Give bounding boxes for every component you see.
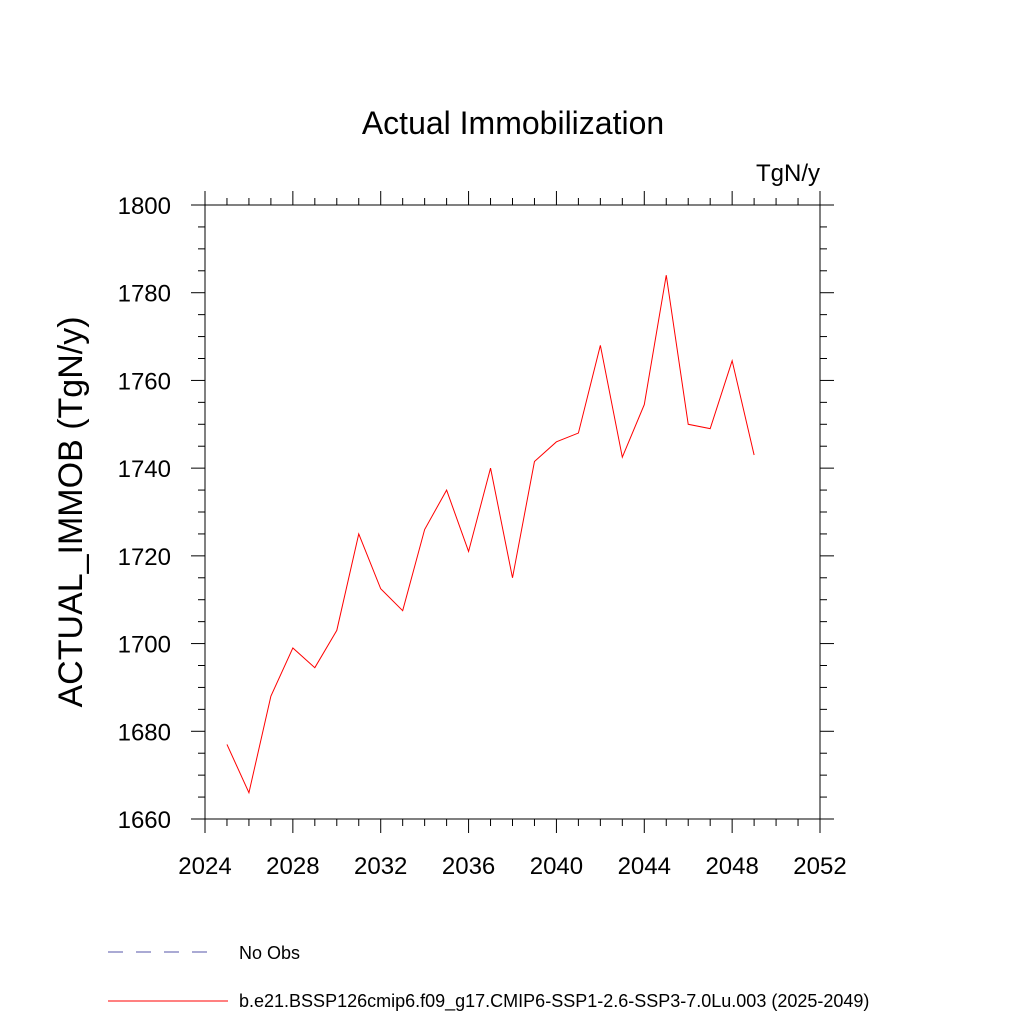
x-tick-label: 2040 — [530, 853, 583, 880]
y-tick-label: 1720 — [118, 544, 171, 571]
x-tick-label: 2024 — [178, 853, 231, 880]
legend: No Obs b.e21.BSSP126cmip6.f09_g17.CMIP6-… — [108, 943, 869, 1012]
series-layer — [226, 275, 755, 795]
x-tick-label: 2032 — [354, 853, 407, 880]
chart-title: Actual Immobilization — [362, 105, 664, 141]
legend-label-series: b.e21.BSSP126cmip6.f09_g17.CMIP6-SSP1-2.… — [239, 991, 869, 1012]
legend-label-no-obs: No Obs — [239, 943, 300, 963]
x-tick-label: 2044 — [618, 853, 671, 880]
x-tick-label: 2048 — [705, 853, 758, 880]
y-tick-label: 1780 — [118, 281, 171, 308]
y-tick-label: 1800 — [118, 193, 171, 220]
axis-ticks — [191, 191, 834, 833]
x-tick-label: 2052 — [793, 853, 846, 880]
series-line — [226, 275, 755, 795]
y-tick-label: 1660 — [118, 807, 171, 834]
axis-tick-labels: 2024 2028 2032 2036 2040 2044 2048 2052 1660 1680… — [118, 193, 847, 880]
y-tick-label: 1680 — [118, 719, 171, 746]
y-axis-label: ACTUAL_IMMOB (TgN/y) — [52, 316, 90, 707]
x-tick-label: 2028 — [266, 853, 319, 880]
y-tick-label: 1740 — [118, 456, 171, 483]
x-tick-label: 2036 — [442, 853, 495, 880]
units-label: TgN/y — [756, 160, 820, 187]
y-tick-label: 1760 — [118, 368, 171, 395]
y-tick-label: 1700 — [118, 632, 171, 659]
plot-frame — [204, 204, 821, 820]
